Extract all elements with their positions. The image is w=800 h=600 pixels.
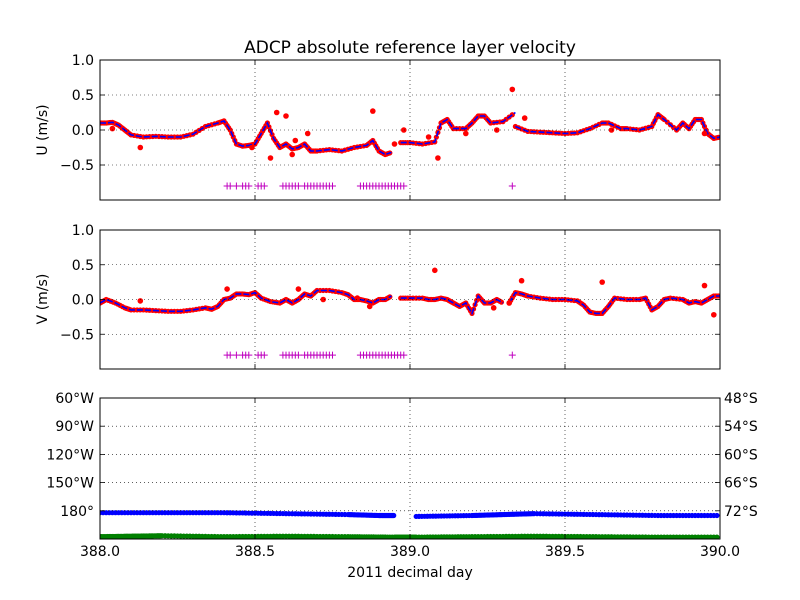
x-tick-label: 388.0	[80, 544, 120, 560]
outlier-point	[354, 295, 361, 301]
outlier-point	[273, 109, 280, 116]
outlier-point	[292, 137, 299, 144]
longitude-tick-label: 180°	[60, 504, 94, 520]
outlier-point	[435, 155, 441, 161]
x-tick-label: 389.5	[545, 544, 585, 560]
outlier-point	[521, 115, 528, 121]
x-axis-label: 2011 decimal day	[347, 565, 472, 581]
plot-area	[100, 267, 720, 359]
longitude-tick-label: 150°W	[46, 476, 94, 492]
outlier-point	[320, 296, 327, 303]
outlier-point	[224, 286, 230, 292]
outlier-point	[518, 277, 525, 284]
outlier-point	[432, 267, 438, 274]
raw-sample-point	[433, 134, 439, 140]
outlier-point	[366, 303, 373, 310]
y-tick-label: 1.0	[72, 53, 94, 69]
y-tick-label: 0.0	[72, 123, 94, 139]
smoothed-velocity-line	[400, 294, 504, 316]
outlier-point	[711, 311, 717, 318]
outlier-point	[289, 151, 296, 158]
latitude-tick-label: 54°S	[724, 419, 758, 435]
outlier-point	[109, 125, 116, 132]
y-tick-label: 0.0	[72, 293, 94, 309]
u-velocity-panel: 1.0 0.5 0.0 −0.5	[60, 53, 721, 201]
outlier-point	[425, 134, 432, 140]
longitude-tick-label: 60°W	[55, 391, 94, 407]
outlier-point	[137, 144, 144, 151]
outlier-point	[509, 86, 516, 93]
outlier-point	[137, 298, 144, 304]
smoothed-velocity-line	[515, 113, 720, 140]
y-tick-label: 1.0	[72, 223, 94, 239]
chart-title: ADCP absolute reference layer velocity	[244, 38, 576, 58]
x-tick-label: 389.0	[390, 544, 430, 560]
plot-frame	[99, 397, 721, 540]
smoothed-velocity-line	[100, 289, 392, 313]
outlier-point	[267, 155, 274, 161]
smoothed-velocity-line	[400, 111, 516, 145]
u-axis-label: U (m/s)	[35, 104, 51, 155]
v-axis-label: V (m/s)	[35, 274, 51, 325]
x-tick-label: 390.0	[700, 544, 740, 560]
latitude-track-point	[714, 534, 720, 539]
longitude-tick-label: 120°W	[46, 447, 94, 463]
outlier-point	[701, 282, 708, 289]
outlier-point	[283, 113, 289, 119]
y-tick-label: −0.5	[60, 158, 94, 174]
x-tick-label: 388.5	[235, 544, 275, 560]
outlier-point	[391, 141, 398, 147]
y-tick-label: −0.5	[60, 327, 94, 343]
plot-area	[100, 86, 720, 190]
longitude-track-point	[714, 512, 720, 519]
outlier-point	[401, 127, 407, 133]
outlier-point	[490, 305, 497, 311]
outlier-point	[701, 130, 708, 137]
v-velocity-panel: 1.0 0.5 0.0 −0.5	[60, 223, 721, 370]
plot-area	[100, 510, 720, 539]
latitude-tick-label: 66°S	[724, 476, 758, 492]
y-tick-label: 0.5	[72, 258, 94, 274]
outlier-point	[249, 144, 255, 151]
y-tick-label: 0.5	[72, 88, 94, 104]
longitude-track-point	[391, 512, 397, 519]
latitude-tick-label: 72°S	[724, 504, 758, 520]
smoothed-velocity-line	[508, 291, 720, 315]
outlier-point	[599, 279, 605, 285]
outlier-point	[608, 127, 615, 133]
outlier-point	[506, 300, 512, 306]
outlier-point	[370, 108, 376, 114]
longitude-tick-label: 90°W	[55, 419, 94, 435]
position-panel: 60°W 90°W 120°W 150°W 180° 48°S 54°S 60°S 66°S 72…	[46, 391, 757, 560]
outlier-point	[304, 130, 311, 137]
latitude-tick-label: 48°S	[724, 391, 758, 407]
outlier-point	[295, 286, 302, 292]
outlier-point	[463, 130, 469, 137]
latitude-tick-label: 60°S	[724, 447, 758, 463]
